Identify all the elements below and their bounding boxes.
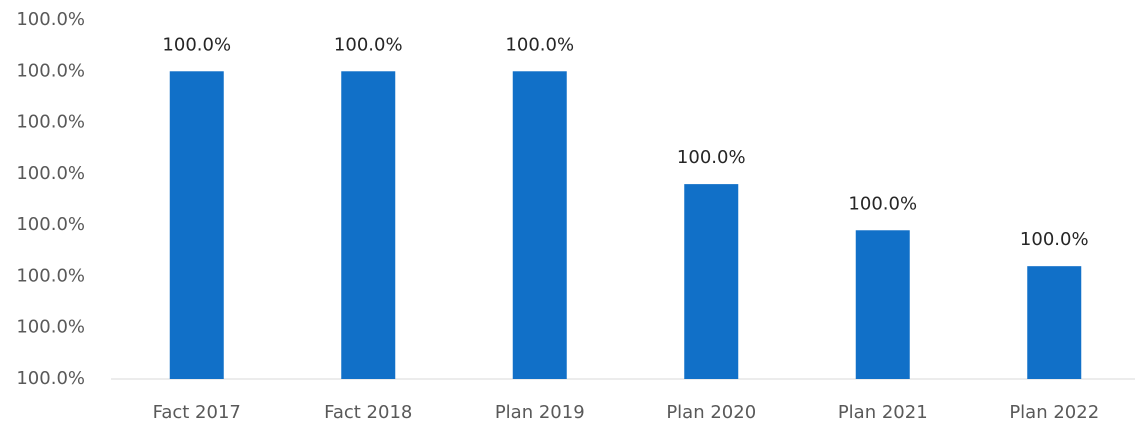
bar — [684, 184, 739, 379]
data-label: 100.0% — [162, 34, 231, 55]
data-label: 100.0% — [1020, 229, 1089, 250]
x-tick-label: Plan 2019 — [495, 402, 585, 423]
x-tick-label: Fact 2017 — [153, 402, 241, 423]
bar — [1027, 266, 1082, 379]
data-label: 100.0% — [677, 147, 746, 168]
bar — [855, 230, 910, 379]
y-tick-label: 100.0% — [16, 163, 85, 184]
x-tick-label: Plan 2022 — [1009, 402, 1099, 423]
bar — [341, 71, 396, 380]
y-tick-label: 100.0% — [16, 9, 85, 30]
y-tick-label: 100.0% — [16, 265, 85, 286]
y-tick-label: 100.0% — [16, 368, 85, 389]
y-tick-label: 100.0% — [16, 317, 85, 338]
x-tick-label: Plan 2021 — [838, 402, 928, 423]
bar — [512, 71, 567, 380]
x-tick-label: Plan 2020 — [666, 402, 756, 423]
data-label: 100.0% — [848, 193, 917, 214]
data-label: 100.0% — [334, 34, 403, 55]
y-tick-label: 100.0% — [16, 214, 85, 235]
bar — [169, 71, 224, 380]
y-tick-label: 100.0% — [16, 60, 85, 81]
data-label: 100.0% — [505, 34, 574, 55]
y-tick-label: 100.0% — [16, 112, 85, 133]
x-tick-label: Fact 2018 — [324, 402, 412, 423]
